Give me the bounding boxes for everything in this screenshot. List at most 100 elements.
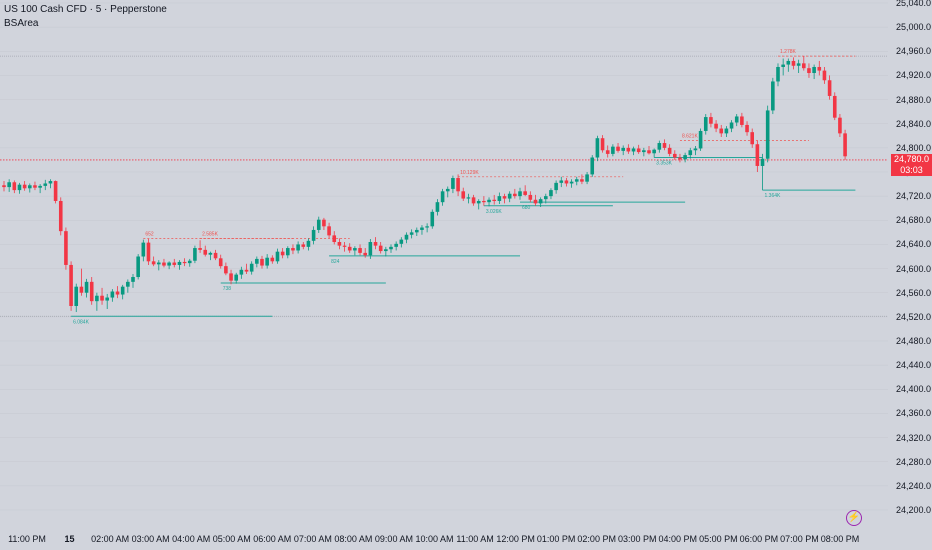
candle-body	[316, 219, 321, 230]
price-tick-label: 24,200.0	[896, 505, 932, 515]
candle-body	[812, 66, 816, 74]
candle-body	[616, 146, 620, 151]
candle-body	[451, 178, 455, 189]
candle-body	[683, 155, 687, 160]
level-label: 680	[522, 205, 531, 211]
level-label: 3.026K	[486, 209, 503, 215]
price-tick-label: 24,800.0	[896, 142, 932, 153]
candle-body	[781, 64, 785, 67]
candle-body	[22, 184, 27, 189]
candle-body	[43, 183, 48, 186]
candle-body	[569, 181, 574, 184]
price-tick-label: 24,640.0	[896, 239, 932, 250]
candle-body	[332, 235, 337, 243]
price-tick-label: 24,520.0	[896, 311, 932, 322]
candle-body	[626, 147, 631, 152]
candle-body	[600, 138, 605, 151]
candle-body	[84, 281, 89, 293]
candle-body	[38, 185, 42, 188]
candle-body	[657, 143, 662, 150]
level-label: 1.364K	[765, 193, 782, 199]
level-label: 652	[145, 231, 154, 237]
candle-body	[110, 291, 115, 298]
time-tick-label: 05:00 AM	[212, 534, 251, 544]
candle-body	[306, 240, 311, 247]
time-tick-label: 10:00 AM	[415, 534, 454, 544]
candle-body	[203, 249, 208, 255]
candle-body	[105, 297, 109, 301]
candle-body	[693, 148, 698, 151]
candle-body	[703, 117, 708, 131]
time-tick-label: 06:00 PM	[739, 534, 779, 544]
candle-body	[832, 95, 837, 118]
candle-body	[554, 182, 558, 191]
candle-body	[750, 132, 754, 145]
price-tick-label: 24,320.0	[896, 432, 932, 443]
candle-body	[544, 196, 548, 200]
time-tick-label: 02:00 PM	[577, 534, 616, 544]
level-label: 8.621K	[682, 134, 699, 140]
level-label: 3.353K	[656, 161, 673, 167]
time-tick-label: 07:00 PM	[780, 534, 819, 544]
candle-body	[208, 252, 213, 255]
candle-body	[126, 281, 130, 287]
time-tick-label: 08:00 AM	[334, 534, 373, 544]
level-label: 10.129K	[460, 170, 479, 176]
candle-body	[807, 68, 811, 74]
candle-body	[719, 128, 724, 134]
candle-body	[513, 193, 517, 197]
candle-body	[791, 60, 796, 66]
candle-body	[636, 148, 641, 153]
lightning-icon[interactable]: ⚡	[846, 510, 862, 526]
candle-body	[151, 261, 156, 265]
candle-body	[538, 199, 543, 204]
candle-body	[662, 143, 667, 148]
candle-body	[440, 191, 445, 203]
candle-body	[404, 234, 409, 240]
candle-body	[296, 244, 300, 251]
symbol-title[interactable]: US 100 Cash CFD · 5 · Pepperstone	[4, 4, 167, 15]
price-tick-label: 24,880.0	[896, 94, 932, 105]
candle-body	[549, 190, 553, 197]
candle-body	[796, 63, 801, 66]
price-tick-label: 25,040.0	[896, 0, 932, 8]
candle-body	[378, 245, 383, 252]
price-tick-label: 24,720.0	[896, 191, 932, 202]
candle-body	[507, 193, 512, 199]
candle-body	[642, 150, 646, 153]
candle-body	[420, 227, 424, 230]
price-tick-label: 24,600.0	[896, 263, 932, 274]
candle-body	[69, 264, 73, 306]
candle-body	[399, 239, 404, 244]
candle-body	[528, 194, 533, 200]
candle-body	[585, 174, 589, 182]
candle-body	[435, 202, 440, 212]
candle-body	[53, 181, 58, 201]
candle-body	[822, 70, 827, 81]
candle-body	[218, 258, 223, 267]
candle-body	[115, 291, 120, 295]
time-tick-label: 03:00 PM	[617, 534, 657, 544]
candle-body	[172, 262, 177, 265]
candle-body	[771, 81, 775, 111]
candle-body	[167, 262, 171, 266]
candle-body	[559, 180, 564, 183]
candle-body	[802, 63, 806, 69]
candle-body	[28, 185, 32, 189]
price-tick-label: 24,960.0	[896, 46, 932, 57]
price-tick-label: 24,360.0	[896, 408, 932, 419]
candle-body	[89, 281, 94, 302]
candle-body	[229, 273, 233, 281]
candle-body	[765, 110, 770, 159]
countdown-timer: 03:03	[900, 165, 923, 175]
time-tick-label: 15	[64, 534, 75, 544]
candle-body	[322, 219, 326, 227]
price-tick-label: 24,240.0	[896, 480, 932, 491]
indicator-label[interactable]: BSArea	[4, 18, 39, 29]
candle-body	[445, 188, 450, 192]
level-label: 824	[331, 259, 340, 265]
candle-body	[425, 226, 429, 228]
candle-body	[193, 248, 197, 261]
candle-body	[574, 179, 579, 182]
